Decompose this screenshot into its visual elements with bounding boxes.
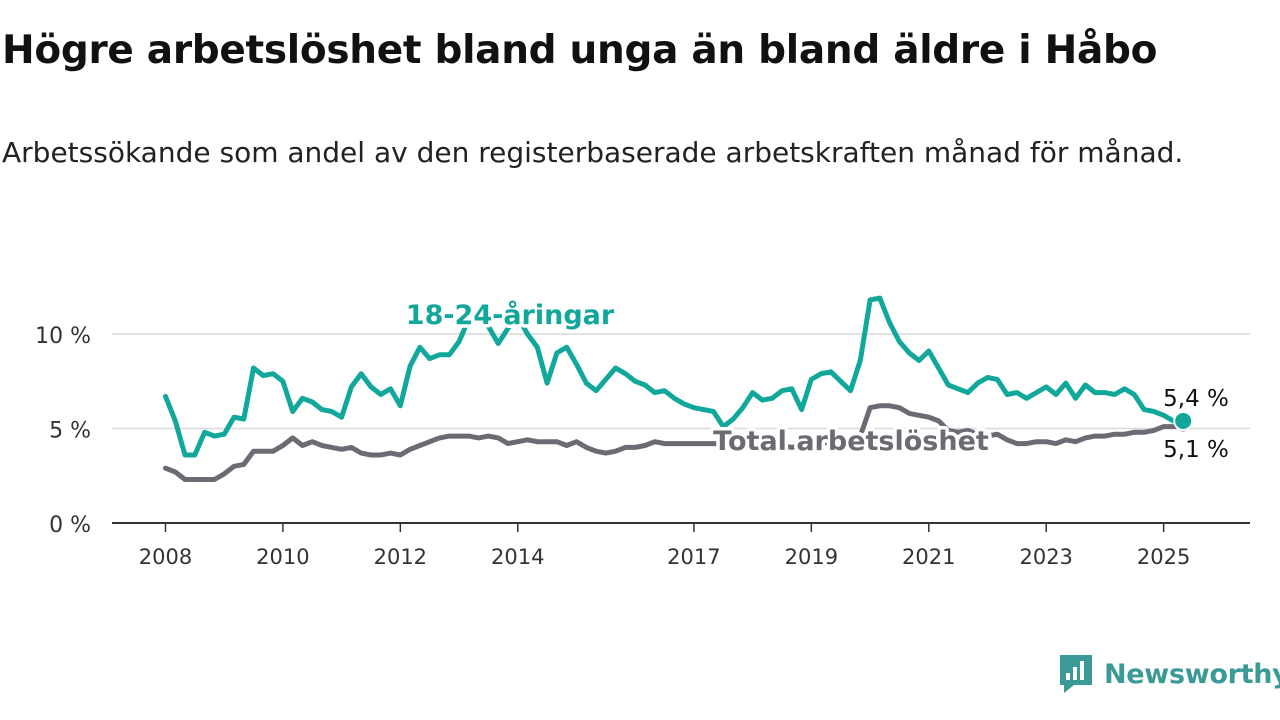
y-tick-label: 10 % <box>35 324 91 349</box>
x-tick-label: 2025 <box>1137 545 1190 569</box>
y-tick-label: 5 % <box>49 419 91 444</box>
x-tick-label: 2023 <box>1019 545 1072 569</box>
x-tick-label: 2019 <box>785 545 838 569</box>
series-label-total: Total arbetslöshet <box>713 426 989 457</box>
end-label-total: 5,1 % <box>1163 437 1229 463</box>
chart-title: Högre arbetslöshet bland unga än bland ä… <box>2 28 1158 73</box>
series-line-total <box>163 403 1186 482</box>
x-tick-label: 2008 <box>139 545 192 569</box>
chart-subtitle: Arbetssökande som andel av den registerb… <box>2 136 1184 169</box>
end-point-youth <box>1173 410 1194 431</box>
x-tick-label: 2014 <box>491 545 544 569</box>
newsworthy-logo-icon <box>1060 655 1092 693</box>
x-tick-label: 2021 <box>902 545 955 569</box>
x-tick-label: 2012 <box>374 545 427 569</box>
end-label-youth: 5,4 % <box>1163 386 1229 412</box>
brand-name: Newsworthy <box>1104 658 1280 690</box>
x-tick-label: 2017 <box>667 545 720 569</box>
x-tick-label: 2010 <box>256 545 309 569</box>
y-tick-label: 0 % <box>49 513 91 538</box>
series-line-youth <box>163 295 1186 458</box>
series-label-youth: 18-24-åringar <box>406 299 615 331</box>
newsworthy-brand[interactable]: Newsworthy <box>1058 652 1280 696</box>
